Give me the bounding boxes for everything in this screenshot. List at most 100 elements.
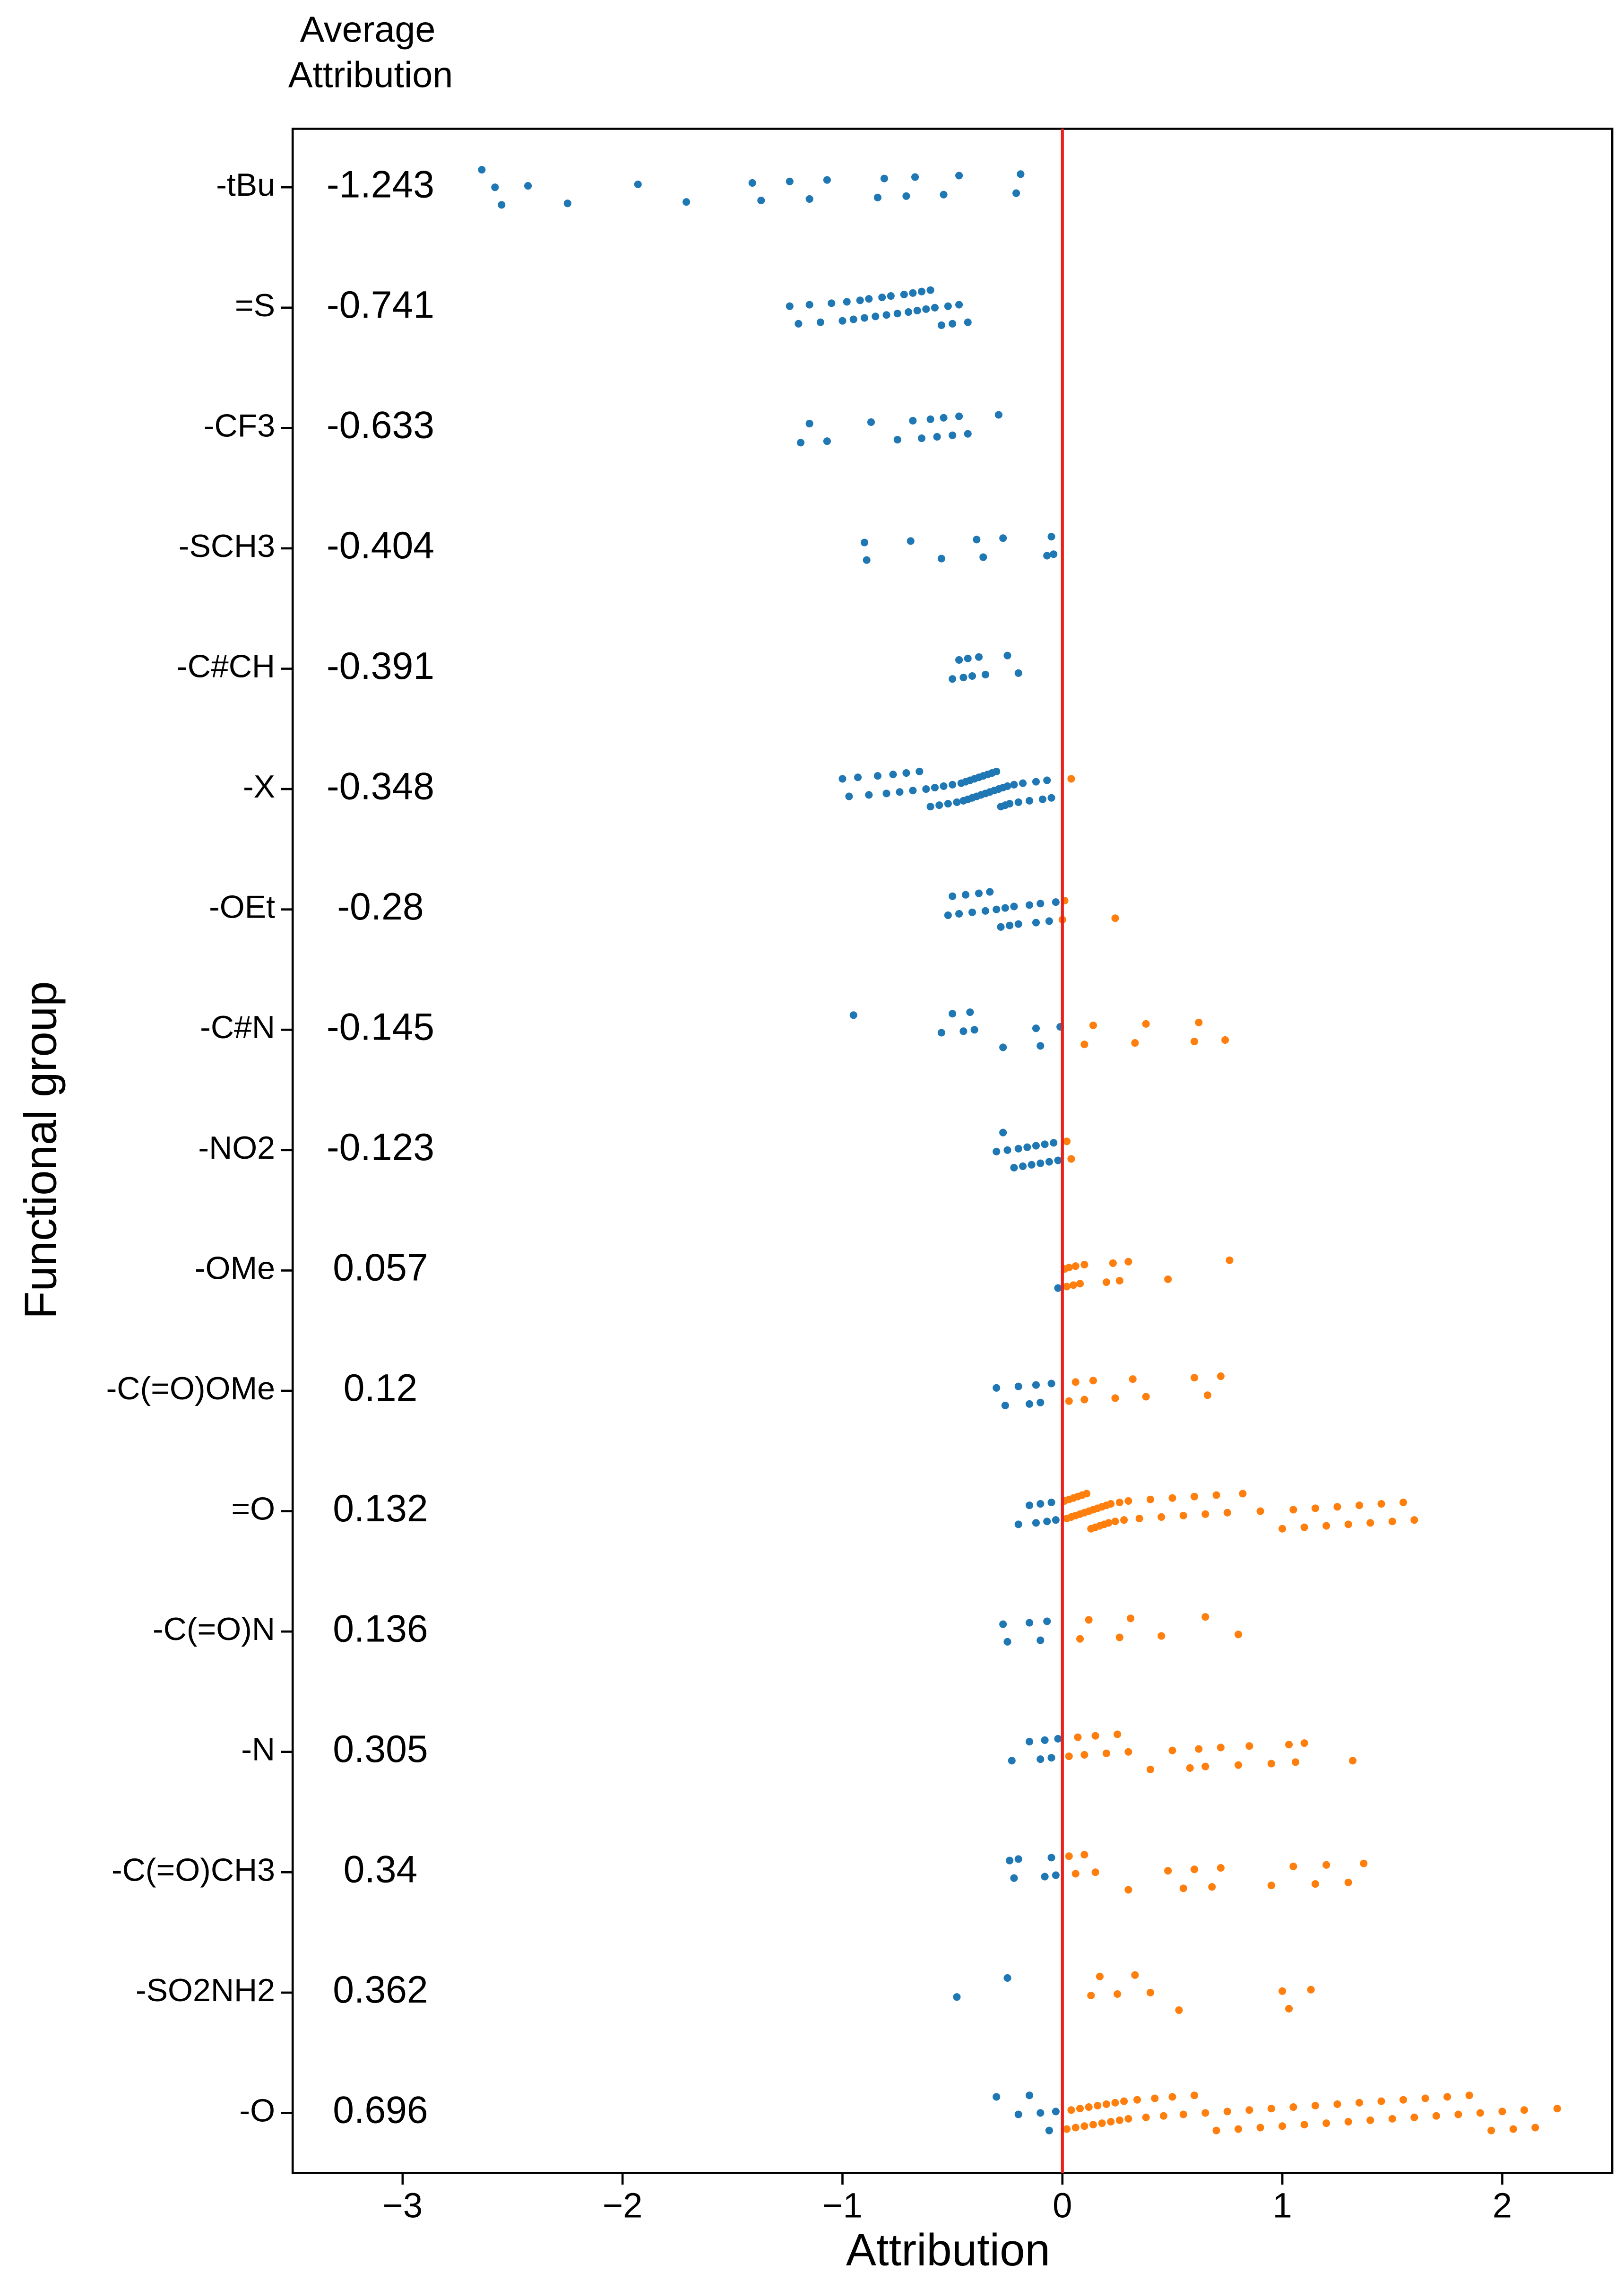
point: [1014, 1855, 1022, 1863]
point: [1037, 1500, 1045, 1508]
point: [1065, 1397, 1073, 1405]
point: [1245, 1742, 1253, 1750]
y-tick-label: -X: [243, 769, 275, 805]
point: [887, 292, 895, 300]
point: [1322, 1522, 1330, 1530]
point: [880, 174, 888, 182]
point: [893, 310, 901, 318]
point: [1076, 2105, 1084, 2113]
point: [1010, 781, 1018, 789]
point: [1043, 552, 1051, 560]
point: [1223, 1509, 1231, 1517]
point: [845, 792, 853, 800]
point: [1089, 1377, 1097, 1385]
point: [1278, 1525, 1287, 1533]
point: [1050, 550, 1058, 558]
point: [893, 436, 901, 444]
point: [1531, 2124, 1539, 2132]
point: [795, 320, 803, 328]
point: [1085, 1616, 1093, 1624]
point: [896, 788, 904, 796]
point: [999, 1128, 1007, 1136]
point: [922, 305, 930, 313]
point: [1052, 1516, 1060, 1524]
point: [953, 798, 961, 806]
point: [1377, 1500, 1385, 1508]
point: [867, 418, 875, 426]
point: [964, 318, 972, 326]
point: [1032, 1519, 1040, 1527]
point: [872, 312, 880, 321]
point: [902, 769, 910, 777]
point: [944, 799, 952, 808]
point: [1025, 2091, 1034, 2099]
point: [1019, 779, 1027, 787]
point: [1065, 1264, 1073, 1272]
point: [1014, 1382, 1022, 1390]
point: [1010, 1874, 1018, 1882]
point: [1080, 1396, 1088, 1404]
point: [1239, 1490, 1247, 1498]
point: [1032, 1142, 1040, 1150]
point: [1107, 1500, 1115, 1508]
point: [563, 200, 571, 208]
point: [1333, 1503, 1341, 1511]
point: [1023, 1143, 1031, 1151]
point: [1278, 2122, 1287, 2130]
point: [922, 785, 930, 793]
x-tick-label: −2: [603, 2186, 643, 2225]
point: [873, 772, 881, 780]
point: [993, 1147, 1001, 1155]
point: [1102, 2100, 1110, 2108]
point: [1226, 1256, 1234, 1264]
point: [843, 298, 851, 306]
point: [933, 433, 941, 441]
average-header: Attribution: [288, 54, 453, 95]
point: [1366, 2116, 1374, 2125]
point: [1043, 1518, 1051, 1526]
point: [955, 301, 963, 309]
point: [1102, 1278, 1110, 1286]
point: [1080, 1260, 1088, 1269]
point: [1025, 901, 1034, 909]
point: [905, 308, 913, 316]
point: [1146, 1495, 1154, 1503]
point: [849, 1011, 857, 1019]
x-axis-label: Attribution: [846, 2225, 1050, 2275]
point: [1410, 2113, 1418, 2121]
point: [1146, 1765, 1154, 1773]
point: [1111, 2099, 1119, 2107]
point: [1047, 794, 1055, 802]
point: [1094, 2101, 1102, 2110]
point: [854, 773, 862, 781]
point: [1278, 1987, 1287, 1995]
point: [1114, 1990, 1122, 1998]
point: [1028, 1161, 1036, 1169]
point: [1256, 1507, 1264, 1515]
point: [478, 165, 486, 174]
x-tick-label: 1: [1272, 2186, 1292, 2225]
point: [1131, 1039, 1139, 1047]
point: [1054, 1284, 1062, 1292]
point: [955, 910, 963, 918]
point: [1025, 1738, 1034, 1746]
point: [907, 537, 915, 545]
point: [1014, 920, 1022, 928]
point: [1080, 1041, 1088, 1049]
point: [1289, 1862, 1297, 1870]
y-tick-label: -NO2: [198, 1130, 275, 1166]
point: [1520, 2106, 1529, 2114]
point: [937, 555, 945, 563]
point: [873, 193, 881, 201]
point: [1063, 2125, 1071, 2133]
point: [1115, 1498, 1123, 1507]
average-label: -0.633: [327, 404, 434, 447]
point: [1111, 1518, 1119, 1526]
point: [975, 889, 983, 897]
y-tick-label: -tBu: [216, 167, 275, 203]
point: [1322, 1861, 1330, 1869]
point: [1032, 1381, 1040, 1389]
average-label: -0.348: [327, 765, 434, 807]
point: [1115, 1633, 1123, 1641]
point: [1454, 2110, 1462, 2118]
